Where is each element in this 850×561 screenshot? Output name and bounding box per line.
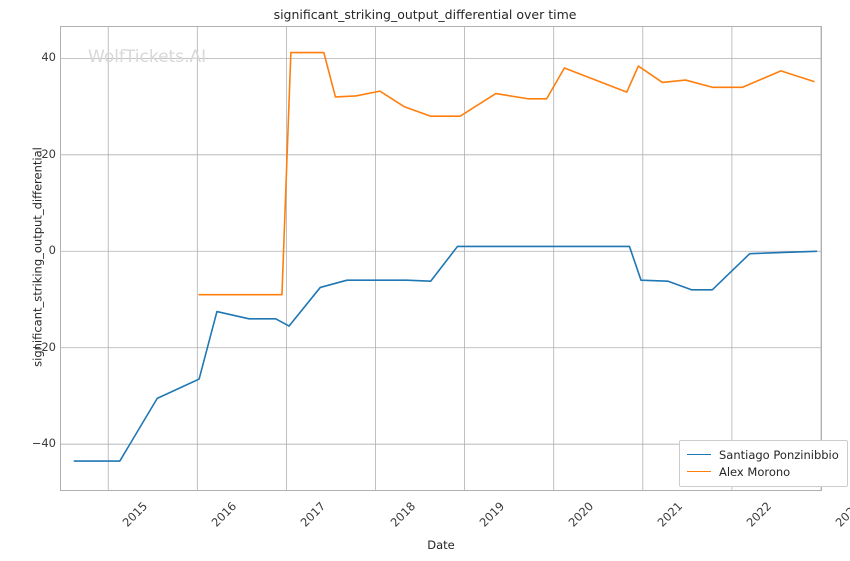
chart-legend[interactable]: Santiago Ponzinibbio Alex Morono	[679, 440, 848, 487]
x-axis-tick-labels: 2015 2016 2017 2018 2019 2020 2021 2022 2023	[0, 495, 850, 539]
plot-svg	[61, 27, 821, 490]
y-tick-label: 20	[41, 146, 56, 161]
y-tick-label: 40	[41, 50, 56, 65]
y-tick-label: 0	[48, 243, 56, 258]
y-axis-tick-labels: 40 20 0 −20 −40	[0, 26, 56, 491]
gridlines	[61, 27, 821, 490]
x-tick-label: 2015	[119, 499, 151, 530]
x-tick-label: 2021	[654, 499, 685, 530]
x-tick-label: 2018	[387, 499, 418, 530]
chart-title: significant_striking_output_differential…	[273, 7, 577, 22]
legend-item[interactable]: Alex Morono	[687, 463, 839, 480]
x-axis-label: Date	[427, 538, 455, 552]
y-tick-label: −40	[31, 436, 56, 451]
plot-area: WolfTickets.AI	[60, 26, 822, 491]
legend-item-label: Santiago Ponzinibbio	[719, 447, 839, 462]
x-tick-label: 2022	[743, 499, 775, 530]
legend-item-label: Alex Morono	[719, 464, 791, 479]
y-axis-label: significant_striking_output_differential	[30, 147, 45, 367]
x-tick-label: 2019	[476, 499, 507, 530]
legend-color-swatch	[687, 454, 711, 455]
legend-color-swatch	[687, 471, 711, 472]
y-tick-label: −20	[31, 339, 56, 354]
series-line-alex-morono	[198, 51, 815, 296]
legend-item[interactable]: Santiago Ponzinibbio	[687, 446, 839, 463]
x-tick-label: 2020	[565, 499, 596, 530]
x-tick-label: 2023	[832, 499, 850, 530]
x-tick-label: 2016	[208, 499, 240, 530]
x-tick-label: 2017	[297, 499, 329, 530]
series-line-santiago-ponzinibbio	[73, 245, 818, 462]
data-series-group	[73, 51, 818, 462]
